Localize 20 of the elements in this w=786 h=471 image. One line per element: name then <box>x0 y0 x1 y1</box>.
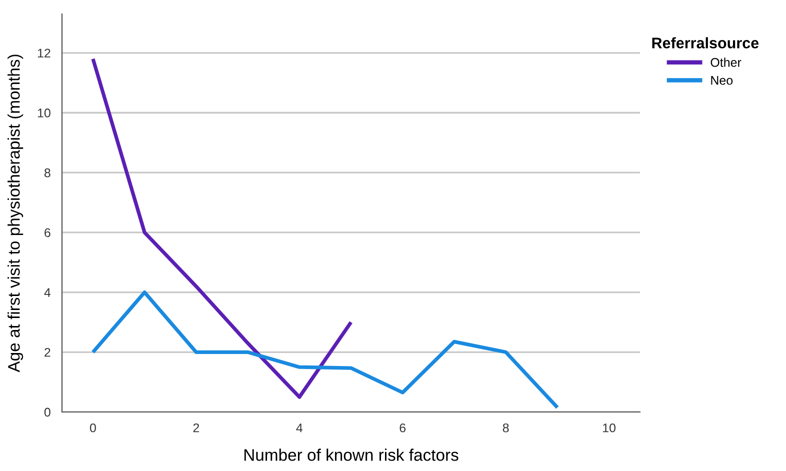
x-tick-label: 2 <box>193 423 200 432</box>
x-tick-label: 4 <box>296 424 303 432</box>
y-tick-label: 8 <box>44 168 50 178</box>
y-tick-label: 0 <box>44 408 50 417</box>
x-tick-label: 0 <box>90 423 96 432</box>
y-tick-label: 2 <box>44 348 50 357</box>
y-tick-label: 10 <box>38 108 50 118</box>
y-axis-title: Age at first visit to physiotherapist (months) <box>8 54 24 372</box>
line-series <box>91 57 353 399</box>
x-axis-title: Number of known risk factors <box>244 448 458 461</box>
y-tick-label: 4 <box>44 288 51 297</box>
line-series <box>91 290 560 410</box>
legend-label: Neo <box>711 76 733 85</box>
x-tick-label: 6 <box>400 423 406 432</box>
x-tick-label: 8 <box>502 423 509 432</box>
x-tick-label: 10 <box>603 423 616 432</box>
y-tick-label: 6 <box>44 228 50 238</box>
y-tick-label: 12 <box>38 48 50 58</box>
legend-label: Other <box>710 58 742 67</box>
legend-title: Referralsource <box>652 37 759 48</box>
